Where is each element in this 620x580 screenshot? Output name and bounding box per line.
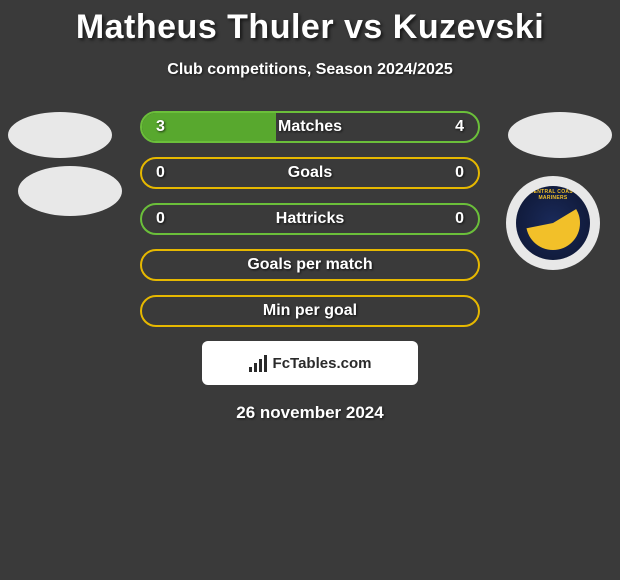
attribution-text: FcTables.com	[273, 355, 372, 372]
stat-pill: Goals per match	[140, 249, 480, 281]
date-text: 26 november 2024	[0, 403, 620, 423]
stat-pill: 0 Hattricks 0	[140, 203, 480, 235]
header: Matheus Thuler vs Kuzevski Club competit…	[0, 0, 620, 79]
stat-label: Hattricks	[276, 210, 344, 228]
stat-left-value: 0	[156, 164, 176, 182]
stat-label: Goals per match	[247, 256, 372, 274]
stat-pill: Min per goal	[140, 295, 480, 327]
stat-row: Min per goal	[0, 295, 620, 327]
stat-left-value: 3	[156, 118, 176, 136]
stat-label: Goals	[288, 164, 332, 182]
club-badge-text: CENTRAL COAST MARINERS	[516, 189, 590, 201]
page-subtitle: Club competitions, Season 2024/2025	[0, 61, 620, 79]
stat-right-value: 0	[444, 164, 464, 182]
stat-label: Min per goal	[263, 302, 357, 320]
stat-right-value: 0	[444, 210, 464, 228]
stat-pill: 0 Goals 0	[140, 157, 480, 189]
attribution-box: FcTables.com	[202, 341, 418, 385]
stat-row: 3 Matches 4	[0, 111, 620, 143]
stat-left-value: 0	[156, 210, 176, 228]
stat-row: 0 Hattricks 0	[0, 203, 620, 235]
chart-icon	[249, 354, 267, 372]
stat-row: Goals per match	[0, 249, 620, 281]
stat-right-value: 4	[444, 118, 464, 136]
page-title: Matheus Thuler vs Kuzevski	[0, 8, 620, 47]
stat-row: 0 Goals 0	[0, 157, 620, 189]
stat-label: Matches	[278, 118, 342, 136]
stat-pill: 3 Matches 4	[140, 111, 480, 143]
